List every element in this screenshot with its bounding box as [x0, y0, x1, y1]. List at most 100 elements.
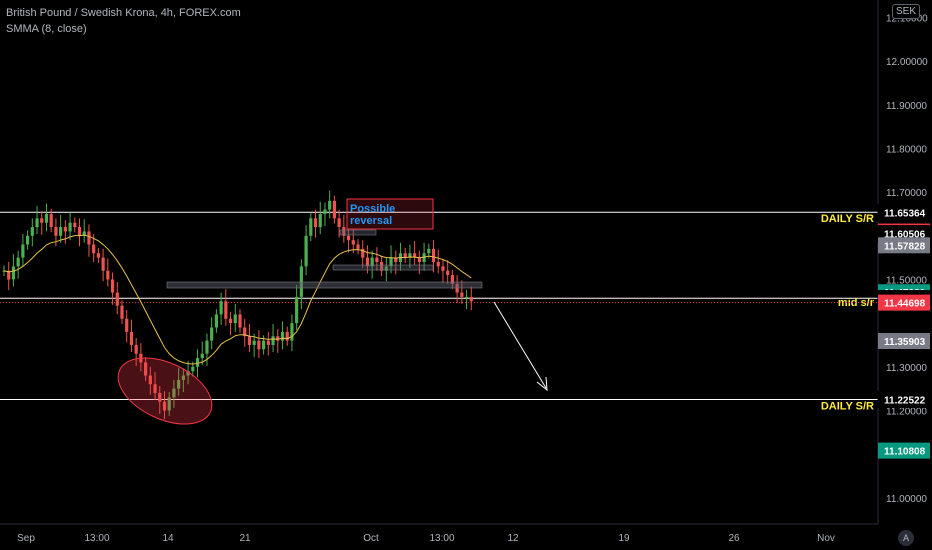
candle-body: [49, 213, 53, 228]
candle-body: [134, 344, 138, 354]
candle-body: [417, 257, 421, 262]
price-label-text: 11.57828: [884, 241, 926, 252]
candle-body: [446, 270, 450, 276]
candle-body: [290, 323, 294, 341]
candle-body: [361, 248, 365, 258]
price-label-box: [878, 442, 930, 459]
x-tick-label: 19: [618, 533, 630, 544]
candle-body: [77, 227, 82, 236]
candle-body: [394, 257, 398, 262]
x-tick-label: 13:00: [84, 533, 109, 544]
x-tick-label: 26: [728, 533, 740, 544]
candle-body: [110, 279, 115, 293]
candle-body: [153, 384, 157, 393]
candle-body: [380, 262, 384, 271]
candle-body: [403, 253, 407, 258]
candle-body: [162, 401, 167, 411]
candle-body: [44, 213, 49, 223]
candle-body: [233, 314, 237, 324]
candle-body: [16, 257, 20, 267]
candle-body: [92, 244, 96, 254]
projection-arrow: [493, 301, 547, 389]
candle-body: [384, 266, 388, 271]
candle-body: [68, 222, 72, 232]
candle-body: [328, 200, 332, 210]
candle-body: [205, 340, 209, 354]
y-tick-label: 11.90000: [886, 101, 927, 112]
candle-body: [26, 235, 30, 245]
x-tick-label: Oct: [363, 533, 379, 544]
candle-body: [295, 296, 299, 324]
y-tick-label: 11.80000: [886, 144, 927, 155]
candle-body: [219, 301, 223, 315]
candle-body: [195, 358, 200, 367]
candle-body: [342, 227, 346, 236]
candle-body: [318, 213, 322, 228]
price-label-box: [877, 390, 931, 408]
candle-body: [167, 397, 171, 411]
candle-body: [87, 231, 91, 245]
candle-body: [224, 301, 228, 319]
range-box: [339, 229, 377, 236]
candle-body: [257, 340, 261, 350]
range-box: [166, 281, 483, 289]
candle-body: [186, 371, 190, 376]
candle-body: [464, 296, 469, 298]
currency-button[interactable]: SEK: [891, 4, 920, 19]
price-label-text: 11.44698: [884, 299, 926, 310]
candle-body: [370, 257, 374, 267]
candle-body: [115, 292, 119, 306]
candle-body: [375, 257, 379, 262]
candle-body: [346, 235, 351, 241]
candle-body: [120, 305, 124, 319]
candle-body: [158, 393, 162, 402]
candle-body: [30, 227, 34, 236]
sr-level-label: DAILY S/R: [821, 213, 874, 225]
candle-body: [200, 353, 204, 359]
candle-body: [266, 340, 270, 345]
price-label-text: 11.60506: [884, 230, 926, 241]
candle-body: [243, 327, 247, 337]
x-tick-label: 12: [507, 533, 519, 544]
annotation-text: reversal: [350, 215, 392, 227]
candle-body: [228, 318, 233, 324]
auto-scale-button[interactable]: A: [898, 530, 914, 546]
candle-body: [276, 336, 280, 341]
price-label-text: 11.10808: [884, 447, 926, 458]
candle-body: [54, 227, 58, 236]
candle-body: [262, 340, 266, 350]
candle-body: [63, 227, 67, 232]
candle-body: [82, 231, 86, 236]
candle-body: [247, 336, 252, 345]
x-tick-label: Nov: [817, 533, 835, 544]
candle-body: [271, 336, 275, 345]
candle-body: [469, 296, 473, 302]
candle-body: [427, 248, 431, 254]
candle-body: [413, 253, 417, 258]
chart-title: British Pound / Swedish Krona, 4h, FOREX…: [6, 7, 241, 19]
candle-body: [181, 375, 185, 380]
price-label-text: 11.22522: [884, 395, 926, 406]
candle-body: [365, 257, 370, 267]
candle-body: [214, 314, 218, 328]
price-label-text: 11.35903: [884, 337, 926, 348]
candle-body: [285, 331, 289, 341]
bottom-highlight-ellipse: [117, 357, 213, 425]
candle-body: [21, 244, 25, 258]
candle-body: [299, 266, 303, 297]
candle-body: [304, 235, 308, 267]
sr-level-label: DAILY S/R: [821, 401, 874, 413]
candle-body: [106, 270, 110, 280]
x-tick-label: Sep: [17, 533, 35, 544]
y-tick-label: 12.00000: [886, 57, 928, 68]
candle-body: [129, 331, 134, 345]
price-label-text: 11.65364: [884, 208, 926, 219]
candle-body: [460, 292, 464, 297]
x-tick-label: 14: [162, 533, 174, 544]
candle-body: [96, 253, 100, 258]
candle-body: [252, 340, 256, 345]
y-tick-label: 11.50000: [886, 275, 927, 286]
candle-body: [148, 375, 152, 385]
